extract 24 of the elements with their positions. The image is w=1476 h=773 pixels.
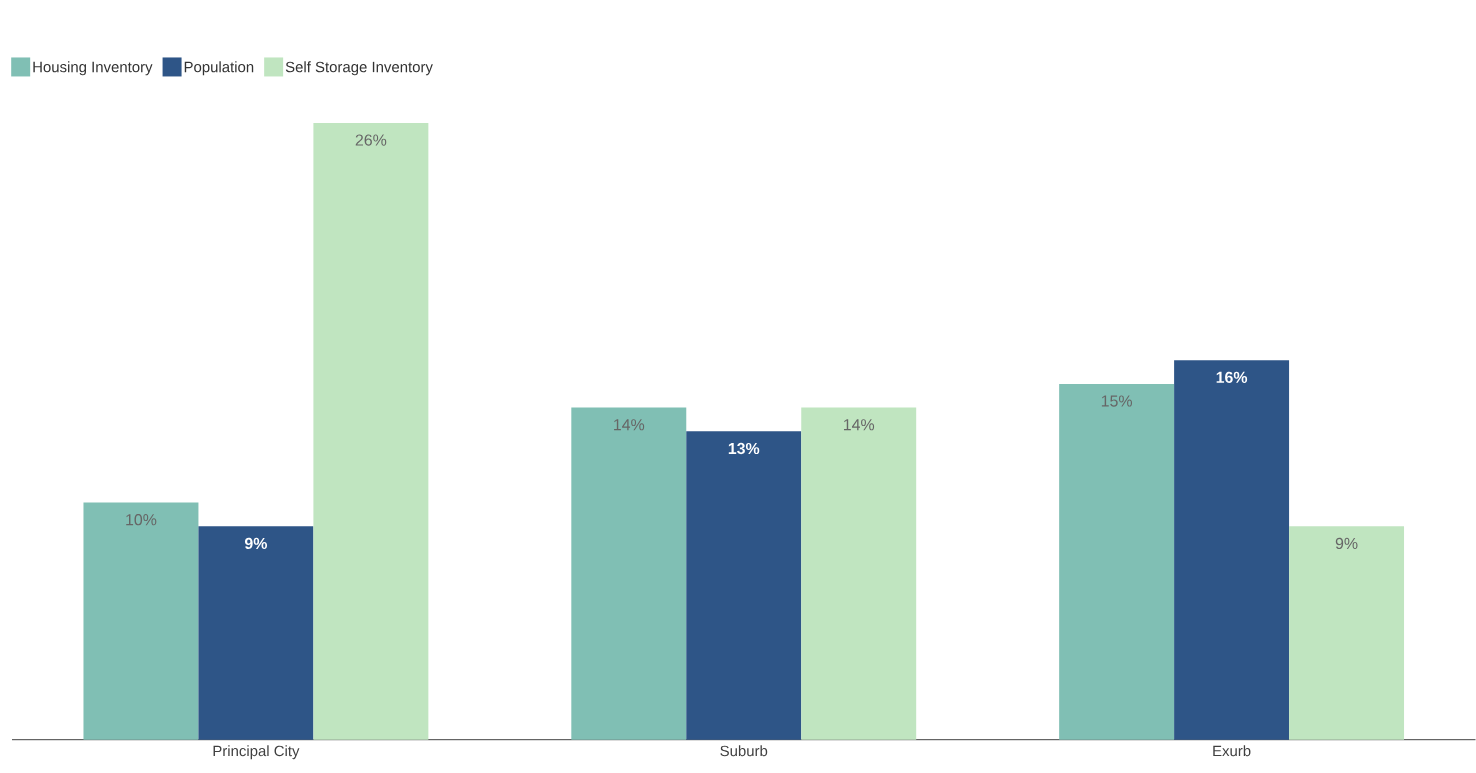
data-label: 10%	[126, 514, 157, 526]
bar	[313, 123, 429, 740]
data-label: 14%	[843, 419, 875, 431]
x-tick-label: Suburb	[720, 745, 768, 757]
legend-label: Self Storage Inventory	[285, 61, 433, 76]
data-label: 9%	[1335, 537, 1358, 550]
bar	[1059, 384, 1175, 740]
bar	[1289, 526, 1405, 740]
bar	[801, 407, 917, 740]
legend-label: Housing Inventory	[33, 61, 153, 76]
data-label: 15%	[1101, 395, 1133, 407]
legend-label: Population	[184, 61, 254, 76]
x-tick-label: Principal City	[213, 745, 300, 760]
data-label: 16%	[1216, 371, 1248, 384]
data-label: 26%	[355, 134, 387, 146]
bar	[1174, 360, 1290, 740]
bar	[198, 526, 314, 740]
bar	[686, 431, 802, 740]
data-label: 13%	[728, 442, 760, 455]
data-label: 14%	[614, 419, 645, 431]
x-tick-label: Exurb	[1213, 745, 1251, 757]
bar	[83, 502, 199, 740]
bar	[571, 407, 687, 740]
data-label: 9%	[244, 537, 268, 550]
